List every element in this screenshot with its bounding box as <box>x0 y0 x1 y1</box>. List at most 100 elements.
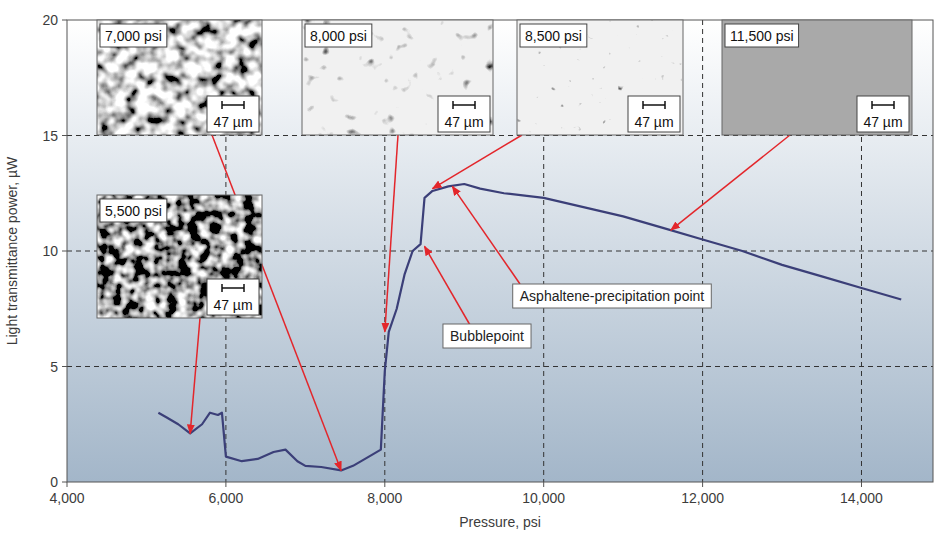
inset-scale-label: 47 µm <box>444 114 483 130</box>
grid-line-y <box>67 366 933 367</box>
x-axis-title: Pressure, psi <box>459 514 541 530</box>
tick-y <box>62 20 67 21</box>
tick-x <box>702 482 703 487</box>
scale-bar-end <box>871 101 873 109</box>
inset-label: 8,000 psi <box>310 28 367 44</box>
data <box>158 184 901 470</box>
inset-scale-box <box>207 96 259 132</box>
annotation-arrow <box>452 186 520 284</box>
inset-border <box>97 195 262 318</box>
scale-bar <box>222 287 244 289</box>
plot-background <box>67 20 933 482</box>
scale-bar-end <box>642 101 644 109</box>
inset-border <box>722 20 912 135</box>
grid <box>67 20 933 482</box>
inset-scale-label: 47 µm <box>634 114 673 130</box>
inset-label-box <box>520 24 587 47</box>
scale-bar <box>643 104 665 106</box>
scale-bar-end <box>474 101 476 109</box>
insets: 5,500 psi 47 µm 7,000 psi 47 µm 8,000 psi 47 … <box>97 20 912 318</box>
annotation-arrow <box>425 246 470 325</box>
inset-arrow <box>671 135 790 230</box>
inset: 7,000 psi 47 µm <box>97 20 262 135</box>
annotation-label: Asphaltene-precipitation point <box>520 288 705 304</box>
data-line <box>158 184 901 470</box>
tick-label-y: 20 <box>42 12 58 28</box>
inset-border <box>97 20 262 135</box>
inset: 11,500 psi 47 µm <box>722 20 912 135</box>
inset-image <box>97 20 262 135</box>
tick-x <box>861 482 862 487</box>
arrows <box>190 135 790 470</box>
inset-label: 5,500 psi <box>105 203 162 219</box>
inset-image <box>97 195 262 318</box>
tick-y <box>62 135 67 136</box>
inset-texture <box>302 20 493 135</box>
tick-label-y: 5 <box>50 359 58 375</box>
annotation-box <box>513 284 712 308</box>
inset-arrow <box>432 135 522 189</box>
tick-x <box>67 482 68 487</box>
scale-bar-end <box>893 101 895 109</box>
tick-y <box>62 251 67 252</box>
y-axis-title: Light transmittance power, µW <box>4 156 20 345</box>
plot-frame <box>67 20 933 482</box>
inset-texture <box>97 20 262 135</box>
inset-image <box>517 20 683 135</box>
inset-scale-box <box>628 96 680 132</box>
inset-scale-label: 47 µm <box>213 297 252 313</box>
tick-y <box>62 482 67 483</box>
tick-x <box>543 482 544 487</box>
scale-bar <box>872 104 894 106</box>
inset-label: 7,000 psi <box>105 28 162 44</box>
inset-border <box>517 20 683 135</box>
inset-texture <box>97 195 262 318</box>
inset-scale-box <box>857 96 909 132</box>
tick-label-x: 14,000 <box>840 490 883 506</box>
tick-label-y: 15 <box>42 128 58 144</box>
scale-bar-end <box>664 101 666 109</box>
tick-label-x: 4,000 <box>49 490 84 506</box>
chart: 4,000 6,000 8,000 10,000 12,000 14,000 0 5 10 15 2… <box>0 0 945 542</box>
inset-label: 8,500 psi <box>525 28 582 44</box>
inset-arrow <box>190 318 200 433</box>
inset-label-box <box>725 24 799 47</box>
scale-bar-end <box>243 101 245 109</box>
inset-scale-box <box>438 96 490 132</box>
scale-bar <box>453 104 475 106</box>
grid-line-x <box>702 20 703 482</box>
inset: 8,500 psi 47 µm <box>517 20 683 135</box>
tick-x <box>225 482 226 487</box>
tick-label-y: 0 <box>50 474 58 490</box>
inset-image <box>302 20 493 135</box>
inset-label-box <box>305 24 372 47</box>
inset-texture <box>517 20 683 135</box>
inset-image <box>722 20 912 135</box>
inset-border <box>302 20 493 135</box>
inset-arrow <box>385 135 398 332</box>
inset-arrow <box>212 135 341 470</box>
inset-label: 11,500 psi <box>730 28 794 44</box>
inset-scale-label: 47 µm <box>863 114 902 130</box>
scale-bar-end <box>221 284 223 292</box>
tick-y <box>62 366 67 367</box>
scale-bar-end <box>452 101 454 109</box>
inset-label-box <box>100 24 167 47</box>
scale-bar-end <box>243 284 245 292</box>
tick-label-x: 8,000 <box>367 490 402 506</box>
inset-label-box <box>100 199 167 222</box>
tick-label-x: 12,000 <box>681 490 724 506</box>
annotation-label: Bubblepoint <box>450 328 524 344</box>
annotation-box <box>443 324 531 348</box>
scale-bar-end <box>221 101 223 109</box>
inset: 8,000 psi 47 µm <box>302 20 493 135</box>
inset: 5,500 psi 47 µm <box>97 195 262 318</box>
tick-label-x: 6,000 <box>208 490 243 506</box>
inset-scale-label: 47 µm <box>213 114 252 130</box>
inset-scale-box <box>207 279 259 315</box>
scale-bar <box>222 104 244 106</box>
annotations: Bubblepoint Asphaltene-precipitation poin… <box>443 284 711 348</box>
tick-label-y: 10 <box>42 243 58 259</box>
tick-x <box>384 482 385 487</box>
tick-label-x: 10,000 <box>522 490 565 506</box>
